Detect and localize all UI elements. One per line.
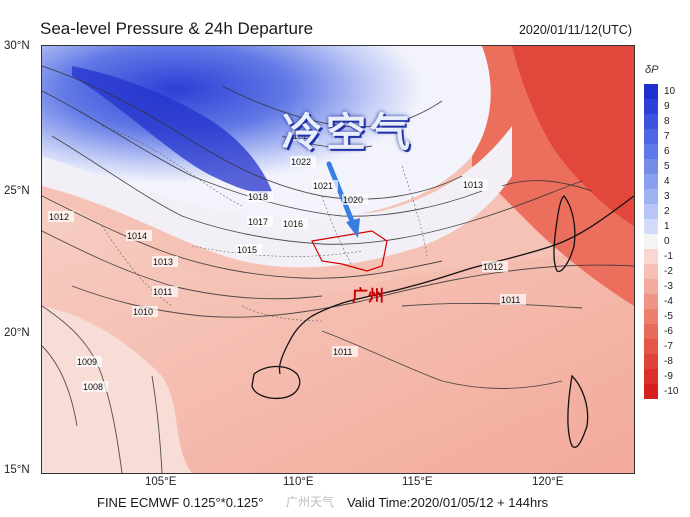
colorbar-tick-label: -2 bbox=[664, 266, 673, 277]
colorbar-title: δP bbox=[645, 64, 659, 76]
colorbar-tick-label: 0 bbox=[664, 236, 670, 247]
isobar-label: 1010 bbox=[133, 307, 153, 317]
colorbar-tick-label: -6 bbox=[664, 326, 673, 337]
isobar-label: 1018 bbox=[248, 192, 268, 202]
luzon-island bbox=[567, 374, 589, 448]
lat-label-25: 25°N bbox=[4, 185, 30, 197]
colorbar-swatch bbox=[644, 339, 658, 354]
colorbar-swatch bbox=[644, 234, 658, 249]
lon-label-110: 110°E bbox=[283, 476, 314, 488]
cold-air-arrowhead bbox=[346, 218, 360, 238]
isobar-label: 1012 bbox=[483, 262, 503, 272]
colorbar-swatch bbox=[644, 114, 658, 129]
colorbar-tick-label: -10 bbox=[664, 386, 679, 397]
colorbar-swatch bbox=[644, 354, 658, 369]
colorbar-swatch bbox=[644, 144, 658, 159]
colorbar-tick-label: 2 bbox=[664, 206, 670, 217]
taiwan-island bbox=[553, 195, 576, 273]
provincial-borders bbox=[101, 125, 428, 322]
cold-air-arrow bbox=[326, 161, 357, 229]
colorbar-tick-label: -9 bbox=[664, 371, 673, 382]
lat-label-30: 30°N bbox=[4, 40, 30, 52]
colorbar-tick-label: -1 bbox=[664, 251, 673, 262]
colorbar-tick-label: 10 bbox=[664, 86, 676, 97]
pressure-map: 1023 1022 1021 1020 1018 1017 1016 1015 … bbox=[41, 45, 635, 474]
colorbar-swatch bbox=[644, 309, 658, 324]
timestamp: 2020/01/11/12(UTC) bbox=[518, 23, 632, 37]
colorbar-tick-label: 4 bbox=[664, 176, 670, 187]
colorbar-tick-label: 3 bbox=[664, 191, 670, 202]
colorbar-tick-label: -4 bbox=[664, 296, 673, 307]
isobar-label: 1015 bbox=[237, 245, 257, 255]
coastline bbox=[251, 195, 634, 448]
colorbar-swatch bbox=[644, 249, 658, 264]
isobar-label: 1011 bbox=[153, 287, 172, 297]
isobar-label: 1020 bbox=[343, 195, 363, 205]
isobar-label: 1008 bbox=[83, 382, 103, 392]
isobar-label: 1022 bbox=[291, 157, 311, 167]
colorbar-swatch bbox=[644, 84, 658, 99]
colorbar-tick-label: 5 bbox=[664, 161, 670, 172]
colorbar-swatch bbox=[644, 369, 658, 384]
colorbar-swatch bbox=[644, 204, 658, 219]
lat-label-20: 20°N bbox=[4, 327, 30, 339]
colorbar bbox=[644, 84, 658, 399]
colorbar-tick-label: 8 bbox=[664, 116, 670, 127]
colorbar-tick-label: 9 bbox=[664, 101, 670, 112]
isobar-label: 1017 bbox=[248, 217, 268, 227]
colorbar-swatch bbox=[644, 159, 658, 174]
hainan-island bbox=[251, 365, 301, 400]
guangzhou-label: 广州 bbox=[352, 288, 385, 305]
colorbar-tick-label: -3 bbox=[664, 281, 673, 292]
colorbar-swatch bbox=[644, 129, 658, 144]
chart-title: Sea-level Pressure & 24h Departure bbox=[40, 19, 314, 38]
colorbar-swatch bbox=[644, 294, 658, 309]
colorbar-swatch bbox=[644, 324, 658, 339]
lon-label-120: 120°E bbox=[532, 476, 564, 488]
colorbar-swatch bbox=[644, 279, 658, 294]
colorbar-swatch bbox=[644, 189, 658, 204]
isobar-label: 1013 bbox=[153, 257, 173, 267]
colorbar-tick-label: 7 bbox=[664, 131, 670, 142]
colorbar-tick-label: -7 bbox=[664, 341, 673, 352]
lon-label-105: 105°E bbox=[145, 476, 177, 488]
isobar-label: 1016 bbox=[283, 219, 303, 229]
valid-time: Valid Time:2020/01/05/12 + 144hrs bbox=[347, 495, 549, 510]
lon-label-115: 115°E bbox=[402, 476, 433, 488]
isobar-label: 1009 bbox=[77, 357, 97, 367]
colorbar-swatch bbox=[644, 219, 658, 234]
colorbar-swatch bbox=[644, 174, 658, 189]
colorbar-swatch bbox=[644, 384, 658, 399]
watermark: 广州天气 bbox=[286, 495, 335, 509]
colorbar-tick-label: -5 bbox=[664, 311, 673, 322]
colorbar-swatch bbox=[644, 99, 658, 114]
map-canvas: 1023 1022 1021 1020 1018 1017 1016 1015 … bbox=[42, 46, 634, 473]
colorbar-tick-label: 6 bbox=[664, 146, 670, 157]
guangzhou-outline bbox=[311, 230, 388, 272]
colorbar-tick-label: -8 bbox=[664, 356, 673, 367]
anomaly-field-cold bbox=[42, 46, 491, 218]
isobar-label: 1023 bbox=[293, 131, 313, 141]
cold-air-annotation: 冷空气 bbox=[282, 109, 414, 156]
isobar-label: 1011 bbox=[501, 295, 520, 305]
isobar-label: 1013 bbox=[463, 180, 483, 190]
lat-label-15: 15°N bbox=[4, 464, 30, 476]
model-info: FINE ECMWF 0.125°*0.125° bbox=[97, 495, 264, 510]
isobar-label: 1012 bbox=[49, 212, 69, 222]
isobar-label: 1021 bbox=[313, 181, 333, 191]
colorbar-tick-label: 1 bbox=[664, 221, 670, 232]
colorbar-swatch bbox=[644, 264, 658, 279]
isobar-label: 1014 bbox=[127, 231, 147, 241]
isobar-label: 1011 bbox=[333, 347, 352, 357]
